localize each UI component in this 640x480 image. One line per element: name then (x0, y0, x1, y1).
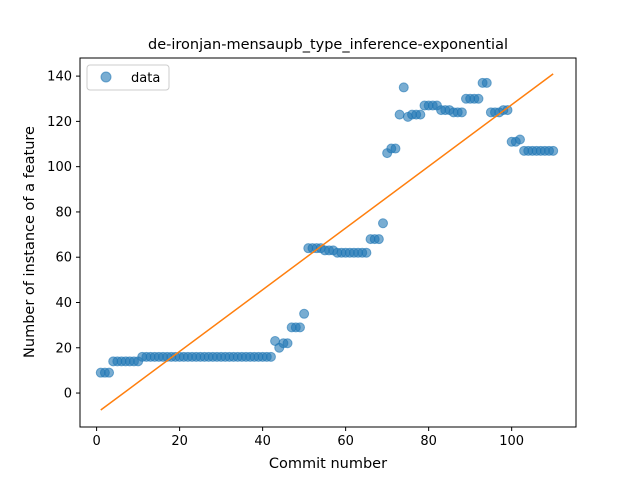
fit-line (100, 73, 554, 411)
y-tick-label: 60 (55, 251, 72, 266)
legend-marker-data (100, 71, 112, 83)
data-point (415, 109, 426, 120)
x-tick-label: 0 (92, 434, 100, 449)
data-point (378, 218, 388, 229)
data-point (502, 105, 513, 116)
data-point (294, 322, 305, 333)
y-tick-label: 100 (47, 160, 72, 175)
data-point (282, 338, 293, 349)
x-tick-label: 40 (254, 434, 271, 449)
plot-background (80, 58, 576, 427)
x-axis-label: Commit number (269, 456, 387, 472)
fit-line-layer (100, 73, 554, 411)
chart-title: de-ironjan-mensaupb_type_inference-expon… (148, 37, 508, 53)
data-points (95, 77, 559, 378)
legend-label-data: data (131, 71, 160, 86)
y-tick-label: 120 (47, 115, 72, 130)
y-tick-label: 80 (55, 205, 72, 220)
data-point (104, 367, 115, 378)
data-point (373, 234, 384, 245)
legend-box (86, 64, 170, 91)
y-tick-label: 140 (47, 70, 72, 85)
x-tick-label: 60 (337, 434, 354, 449)
data-point (265, 351, 276, 362)
y-tick-label: 40 (55, 296, 72, 311)
x-tick-label: 20 (171, 434, 188, 449)
data-point (361, 247, 372, 258)
x-axis-ticks: 0 20 40 60 80 100 (92, 427, 524, 449)
data-point (456, 107, 467, 118)
data-point (481, 77, 492, 88)
data-point (398, 82, 409, 93)
data-point (548, 145, 559, 156)
legend: data (86, 64, 170, 91)
x-tick-label: 80 (420, 434, 437, 449)
data-point (473, 93, 484, 104)
plot-frame (79, 57, 577, 428)
y-axis-ticks: 0 20 40 60 80 100 120 140 (47, 70, 80, 402)
x-tick-label: 100 (499, 434, 524, 449)
y-tick-label: 0 (64, 387, 72, 402)
y-tick-label: 20 (55, 341, 72, 356)
y-axis-label: Number of instance of a feature (22, 126, 38, 358)
data-point (390, 143, 401, 154)
data-point (299, 308, 310, 319)
data-point (514, 134, 525, 145)
data-point (394, 109, 405, 120)
